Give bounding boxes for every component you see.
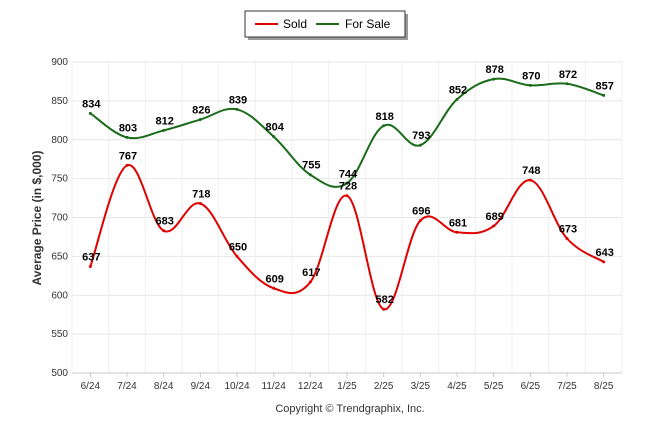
legend[interactable]: Sold For Sale [244,10,408,40]
data-point-sold [528,178,532,182]
data-label-for-sale: 793 [412,130,430,142]
data-label-sold: 673 [559,223,577,235]
data-label-for-sale: 839 [229,94,247,106]
copyright-text: Copyright © Trendgraphix, Inc. [275,403,424,415]
data-point-sold [602,260,606,264]
data-label-sold: 582 [375,294,393,306]
data-label-sold: 696 [412,206,430,218]
x-tick-label: 2/25 [374,381,394,392]
data-label-sold: 748 [522,165,540,177]
x-tick-label: 6/25 [521,381,541,392]
data-point-sold [382,307,386,311]
x-tick-label: 8/25 [594,381,614,392]
data-label-for-sale: 826 [192,105,210,117]
data-label-for-sale: 852 [449,84,467,96]
y-axis-title: Average Price (in $,000) [30,151,44,286]
data-point-for-sale [602,93,606,97]
x-tick-label: 7/24 [117,381,137,392]
data-label-sold: 689 [485,211,503,223]
data-labels: 637 767 683 718 650 609 617 728 582 696 681 689 748 6… [82,64,614,306]
data-point-sold [272,286,276,290]
x-tick-label: 9/24 [191,381,211,392]
y-tick-label: 900 [51,57,68,68]
data-point-for-sale [198,118,202,122]
data-label-for-sale: 857 [595,80,613,92]
data-point-for-sale [418,143,422,147]
data-label-for-sale: 804 [265,122,284,134]
x-tick-label: 7/25 [557,381,577,392]
data-label-sold: 609 [265,273,283,285]
data-label-for-sale: 872 [559,69,577,81]
data-point-sold [345,194,349,198]
x-tick-label: 6/24 [81,381,101,392]
data-label-sold: 767 [119,150,137,162]
data-point-sold [492,224,496,228]
legend-label-sold: Sold [283,17,307,31]
data-label-sold: 617 [302,267,320,279]
data-label-for-sale: 834 [82,98,101,110]
data-label-for-sale: 818 [375,111,393,123]
data-label-for-sale: 878 [485,64,503,76]
y-tick-label: 650 [51,251,68,262]
data-point-for-sale [492,77,496,81]
x-axis: 6/24 7/24 8/24 9/24 10/24 11/24 12/24 1/25 2/25 3… [81,373,614,392]
x-tick-label: 11/24 [262,381,287,392]
data-point-sold [235,254,239,258]
x-tick-label: 10/24 [224,381,249,392]
data-point-sold [308,280,312,284]
data-point-for-sale [272,135,276,139]
data-point-sold [565,236,569,240]
y-tick-label: 600 [51,290,68,301]
data-label-sold: 681 [449,217,467,229]
series-lines [88,77,606,311]
data-point-for-sale [308,173,312,177]
data-point-sold [162,229,166,233]
data-point-for-sale [125,135,129,139]
data-label-sold: 637 [82,251,100,263]
data-point-for-sale [235,107,239,111]
data-label-for-sale: 812 [155,115,173,127]
x-tick-label: 1/25 [337,381,357,392]
data-point-for-sale [162,128,166,132]
data-label-for-sale: 755 [302,160,320,172]
data-point-sold [455,230,459,234]
x-tick-label: 5/25 [484,381,504,392]
y-tick-label: 850 [51,96,68,107]
y-axis: 500 550 600 650 700 750 800 850 900 [51,57,68,379]
data-label-sold: 643 [595,247,613,259]
data-point-for-sale [345,181,349,185]
data-label-sold: 718 [192,189,210,201]
data-label-for-sale: 744 [339,168,358,180]
data-point-sold [198,202,202,206]
data-point-for-sale [88,111,92,115]
data-point-for-sale [528,83,532,87]
data-point-for-sale [455,97,459,101]
x-tick-label: 4/25 [447,381,467,392]
x-tick-label: 3/25 [411,381,431,392]
x-tick-label: 8/24 [154,381,174,392]
data-point-sold [125,163,129,167]
x-tick-label: 12/24 [298,381,323,392]
y-tick-label: 700 [51,213,68,224]
y-tick-label: 500 [51,368,68,379]
data-label-for-sale: 803 [119,122,137,134]
data-label-sold: 683 [155,216,173,228]
y-tick-label: 800 [51,135,68,146]
data-point-for-sale [565,82,569,86]
data-label-for-sale: 870 [522,70,540,82]
y-tick-label: 750 [51,174,68,185]
data-label-sold: 650 [229,241,247,253]
legend-label-for-sale: For Sale [345,17,391,31]
y-tick-label: 550 [51,329,68,340]
data-point-for-sale [382,124,386,128]
data-label-sold: 728 [339,181,357,193]
data-point-sold [88,264,92,268]
data-point-sold [418,219,422,223]
